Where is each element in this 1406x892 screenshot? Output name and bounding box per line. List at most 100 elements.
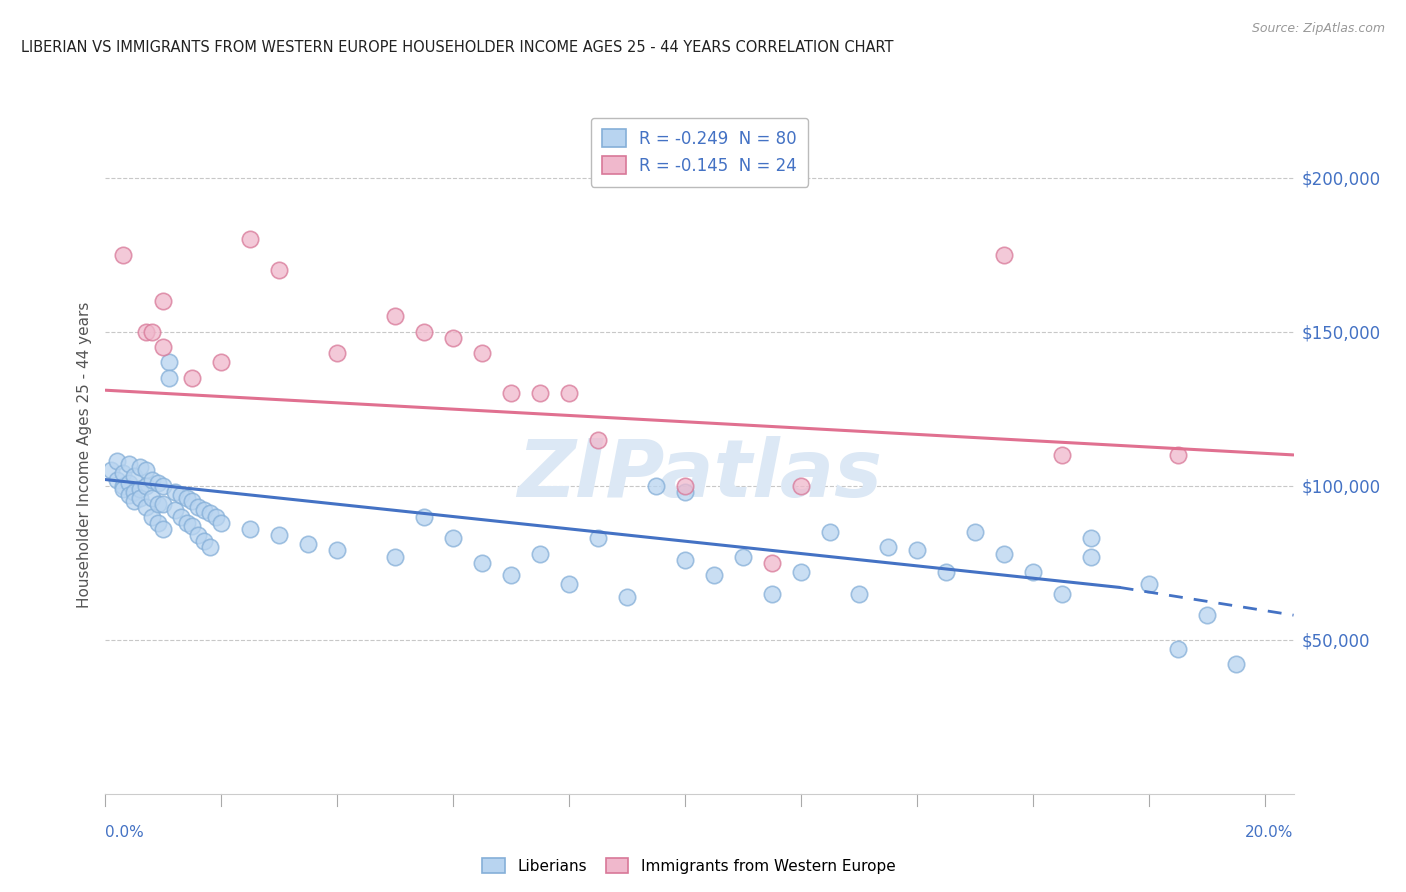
Y-axis label: Householder Income Ages 25 - 44 years: Householder Income Ages 25 - 44 years: [77, 301, 93, 608]
Point: [117, 457, 139, 471]
Point: [1050, 448, 1073, 462]
Legend: R = -0.249  N = 80, R = -0.145  N = 24: R = -0.249 N = 80, R = -0.145 N = 24: [591, 118, 808, 186]
Point: [152, 479, 174, 493]
Point: [181, 518, 204, 533]
Point: [176, 491, 198, 505]
Point: [297, 537, 319, 551]
Point: [413, 325, 436, 339]
Point: [876, 541, 898, 555]
Point: [586, 433, 609, 447]
Point: [905, 543, 928, 558]
Point: [117, 488, 139, 502]
Point: [848, 586, 870, 600]
Point: [209, 355, 232, 369]
Point: [790, 479, 813, 493]
Point: [170, 509, 193, 524]
Point: [181, 371, 204, 385]
Point: [141, 491, 163, 505]
Point: [471, 346, 494, 360]
Point: [124, 494, 146, 508]
Point: [181, 494, 204, 508]
Point: [141, 473, 163, 487]
Point: [135, 325, 157, 339]
Text: 0.0%: 0.0%: [105, 825, 145, 840]
Point: [326, 543, 349, 558]
Point: [269, 528, 291, 542]
Point: [1022, 565, 1045, 579]
Point: [441, 331, 464, 345]
Point: [135, 479, 157, 493]
Point: [111, 467, 134, 481]
Point: [105, 473, 128, 487]
Point: [673, 484, 696, 499]
Point: [111, 482, 134, 496]
Point: [117, 475, 139, 490]
Point: [146, 516, 169, 530]
Point: [558, 577, 581, 591]
Point: [529, 386, 551, 401]
Point: [586, 531, 609, 545]
Point: [124, 484, 146, 499]
Point: [1050, 586, 1073, 600]
Point: [501, 568, 523, 582]
Point: [761, 586, 783, 600]
Legend: Liberians, Immigrants from Western Europe: Liberians, Immigrants from Western Europ…: [477, 852, 901, 880]
Point: [790, 565, 813, 579]
Point: [157, 371, 180, 385]
Point: [384, 310, 406, 324]
Text: 20.0%: 20.0%: [1246, 825, 1294, 840]
Point: [152, 340, 174, 354]
Point: [558, 386, 581, 401]
Point: [413, 509, 436, 524]
Point: [193, 534, 215, 549]
Point: [761, 556, 783, 570]
Point: [124, 469, 146, 483]
Point: [100, 463, 122, 477]
Point: [129, 482, 152, 496]
Point: [176, 516, 198, 530]
Point: [1225, 657, 1247, 672]
Point: [129, 491, 152, 505]
Point: [441, 531, 464, 545]
Point: [157, 355, 180, 369]
Point: [384, 549, 406, 564]
Point: [198, 541, 221, 555]
Text: ZIPatlas: ZIPatlas: [517, 436, 882, 515]
Point: [141, 509, 163, 524]
Point: [146, 475, 169, 490]
Point: [187, 500, 209, 515]
Point: [1080, 549, 1102, 564]
Point: [209, 516, 232, 530]
Point: [135, 463, 157, 477]
Point: [1167, 642, 1189, 657]
Point: [471, 556, 494, 570]
Point: [239, 232, 262, 246]
Point: [993, 547, 1015, 561]
Point: [204, 509, 226, 524]
Point: [152, 497, 174, 511]
Point: [529, 547, 551, 561]
Point: [673, 479, 696, 493]
Point: [1080, 531, 1102, 545]
Point: [935, 565, 957, 579]
Point: [135, 500, 157, 515]
Point: [731, 549, 754, 564]
Point: [163, 484, 186, 499]
Point: [993, 247, 1015, 261]
Point: [187, 528, 209, 542]
Point: [163, 503, 186, 517]
Point: [501, 386, 523, 401]
Point: [198, 507, 221, 521]
Point: [326, 346, 349, 360]
Point: [645, 479, 668, 493]
Point: [818, 524, 841, 539]
Point: [141, 325, 163, 339]
Point: [963, 524, 986, 539]
Point: [146, 497, 169, 511]
Point: [105, 454, 128, 468]
Point: [193, 503, 215, 517]
Text: Source: ZipAtlas.com: Source: ZipAtlas.com: [1251, 22, 1385, 36]
Point: [1137, 577, 1160, 591]
Text: LIBERIAN VS IMMIGRANTS FROM WESTERN EUROPE HOUSEHOLDER INCOME AGES 25 - 44 YEARS: LIBERIAN VS IMMIGRANTS FROM WESTERN EURO…: [21, 40, 894, 55]
Point: [673, 552, 696, 566]
